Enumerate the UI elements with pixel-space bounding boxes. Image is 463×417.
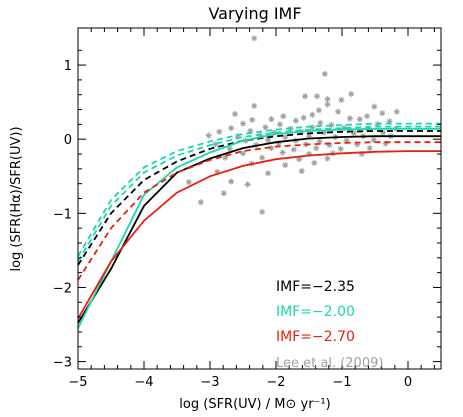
scatter-point bbox=[366, 145, 373, 152]
x-axis-label: log (SFR(UV) / M⊙ yr⁻¹) bbox=[179, 397, 330, 412]
scatter-point bbox=[311, 159, 318, 166]
series-line-3 bbox=[77, 122, 441, 257]
scatter-point bbox=[251, 35, 258, 42]
scatter-point bbox=[228, 178, 235, 185]
scatter-point bbox=[315, 107, 322, 114]
chart-title: Varying IMF bbox=[208, 4, 301, 23]
scatter-point bbox=[309, 111, 316, 118]
scatter-point bbox=[262, 124, 269, 131]
scatter-point bbox=[313, 145, 320, 152]
y-tick-label: −1 bbox=[53, 207, 72, 222]
scatter-point bbox=[228, 125, 235, 132]
legend-entry: IMF=−2.35 bbox=[276, 279, 355, 295]
scatter-point bbox=[268, 116, 275, 123]
y-tick-label: −2 bbox=[53, 281, 72, 296]
scatter-point bbox=[316, 138, 323, 145]
scatter-point bbox=[371, 103, 378, 110]
legend: IMF=−2.35 IMF=−2.00 IMF=−2.70 Lee et al. (2… bbox=[276, 279, 383, 371]
series-line-5 bbox=[77, 150, 441, 320]
scatter-point bbox=[348, 90, 355, 97]
scatter-point bbox=[338, 96, 345, 103]
scatter-point bbox=[265, 170, 272, 177]
scatter-point bbox=[282, 133, 289, 140]
scatter-point bbox=[240, 150, 246, 157]
x-tick-label: −1 bbox=[332, 375, 351, 390]
x-tick-label: 0 bbox=[404, 375, 412, 390]
scatter-point bbox=[232, 110, 239, 117]
scatter-point bbox=[324, 96, 331, 103]
plot-frame bbox=[77, 27, 442, 370]
x-tick-label: −4 bbox=[134, 375, 153, 390]
scatter-point bbox=[335, 108, 342, 115]
scatter-point bbox=[280, 113, 287, 120]
scatter-point bbox=[364, 113, 371, 120]
scatter-point bbox=[321, 70, 328, 77]
scatter-point bbox=[302, 93, 309, 100]
scatter-point bbox=[324, 155, 331, 162]
x-tick-label: −2 bbox=[266, 375, 285, 390]
scatter-point bbox=[346, 115, 353, 122]
y-tick-label: −3 bbox=[53, 356, 72, 371]
scatter-point bbox=[296, 156, 303, 163]
scatter-point bbox=[216, 128, 223, 135]
scatter-point bbox=[251, 102, 258, 109]
scatter-point bbox=[220, 190, 227, 197]
x-tick-label: −3 bbox=[200, 375, 219, 390]
y-tick-label: 0 bbox=[64, 133, 72, 148]
scatter-point bbox=[240, 120, 246, 127]
scatter-point bbox=[379, 110, 386, 117]
x-tick-label: −5 bbox=[68, 375, 87, 390]
scatter-point bbox=[393, 108, 400, 115]
scatter-point bbox=[259, 154, 266, 161]
scatter-point bbox=[276, 121, 283, 128]
series-line-6 bbox=[77, 141, 441, 281]
y-axis-label: log (SFR(Hα)/SFR(UV)) bbox=[9, 126, 24, 271]
scatter-point bbox=[356, 116, 363, 123]
scatter-point bbox=[290, 146, 297, 153]
legend-entry: IMF=−2.70 bbox=[276, 329, 355, 345]
legend-entry: IMF=−2.00 bbox=[276, 304, 355, 320]
legend-annotation: Lee et al. (2009) bbox=[276, 356, 383, 371]
plot-area bbox=[77, 35, 441, 329]
scatter-point bbox=[317, 119, 324, 126]
y-tick-label: 1 bbox=[64, 59, 72, 74]
scatter-point bbox=[279, 149, 286, 156]
scatter-point bbox=[337, 145, 344, 152]
scatter-point bbox=[259, 208, 266, 215]
scatter-point bbox=[244, 181, 251, 188]
series-line-1 bbox=[77, 130, 441, 266]
series-line-2 bbox=[77, 127, 441, 329]
scatter-point bbox=[205, 132, 212, 139]
scatter-point bbox=[298, 168, 305, 175]
scatter-point bbox=[185, 179, 192, 186]
series-line-0 bbox=[77, 135, 441, 324]
series-line-4 bbox=[77, 125, 441, 262]
scatter-point bbox=[282, 162, 289, 169]
scatter-point bbox=[197, 199, 204, 206]
axes: −5 −4 −3 −2 −1 0 −3 −2 −1 0 1 bbox=[53, 28, 441, 390]
scatter-point bbox=[226, 145, 233, 152]
scatter-point bbox=[249, 116, 256, 123]
scatter-point bbox=[212, 141, 219, 148]
scatter-point bbox=[324, 101, 331, 108]
scatter-point bbox=[300, 114, 307, 121]
scatter-point bbox=[292, 117, 299, 124]
scatter-point bbox=[313, 93, 320, 100]
